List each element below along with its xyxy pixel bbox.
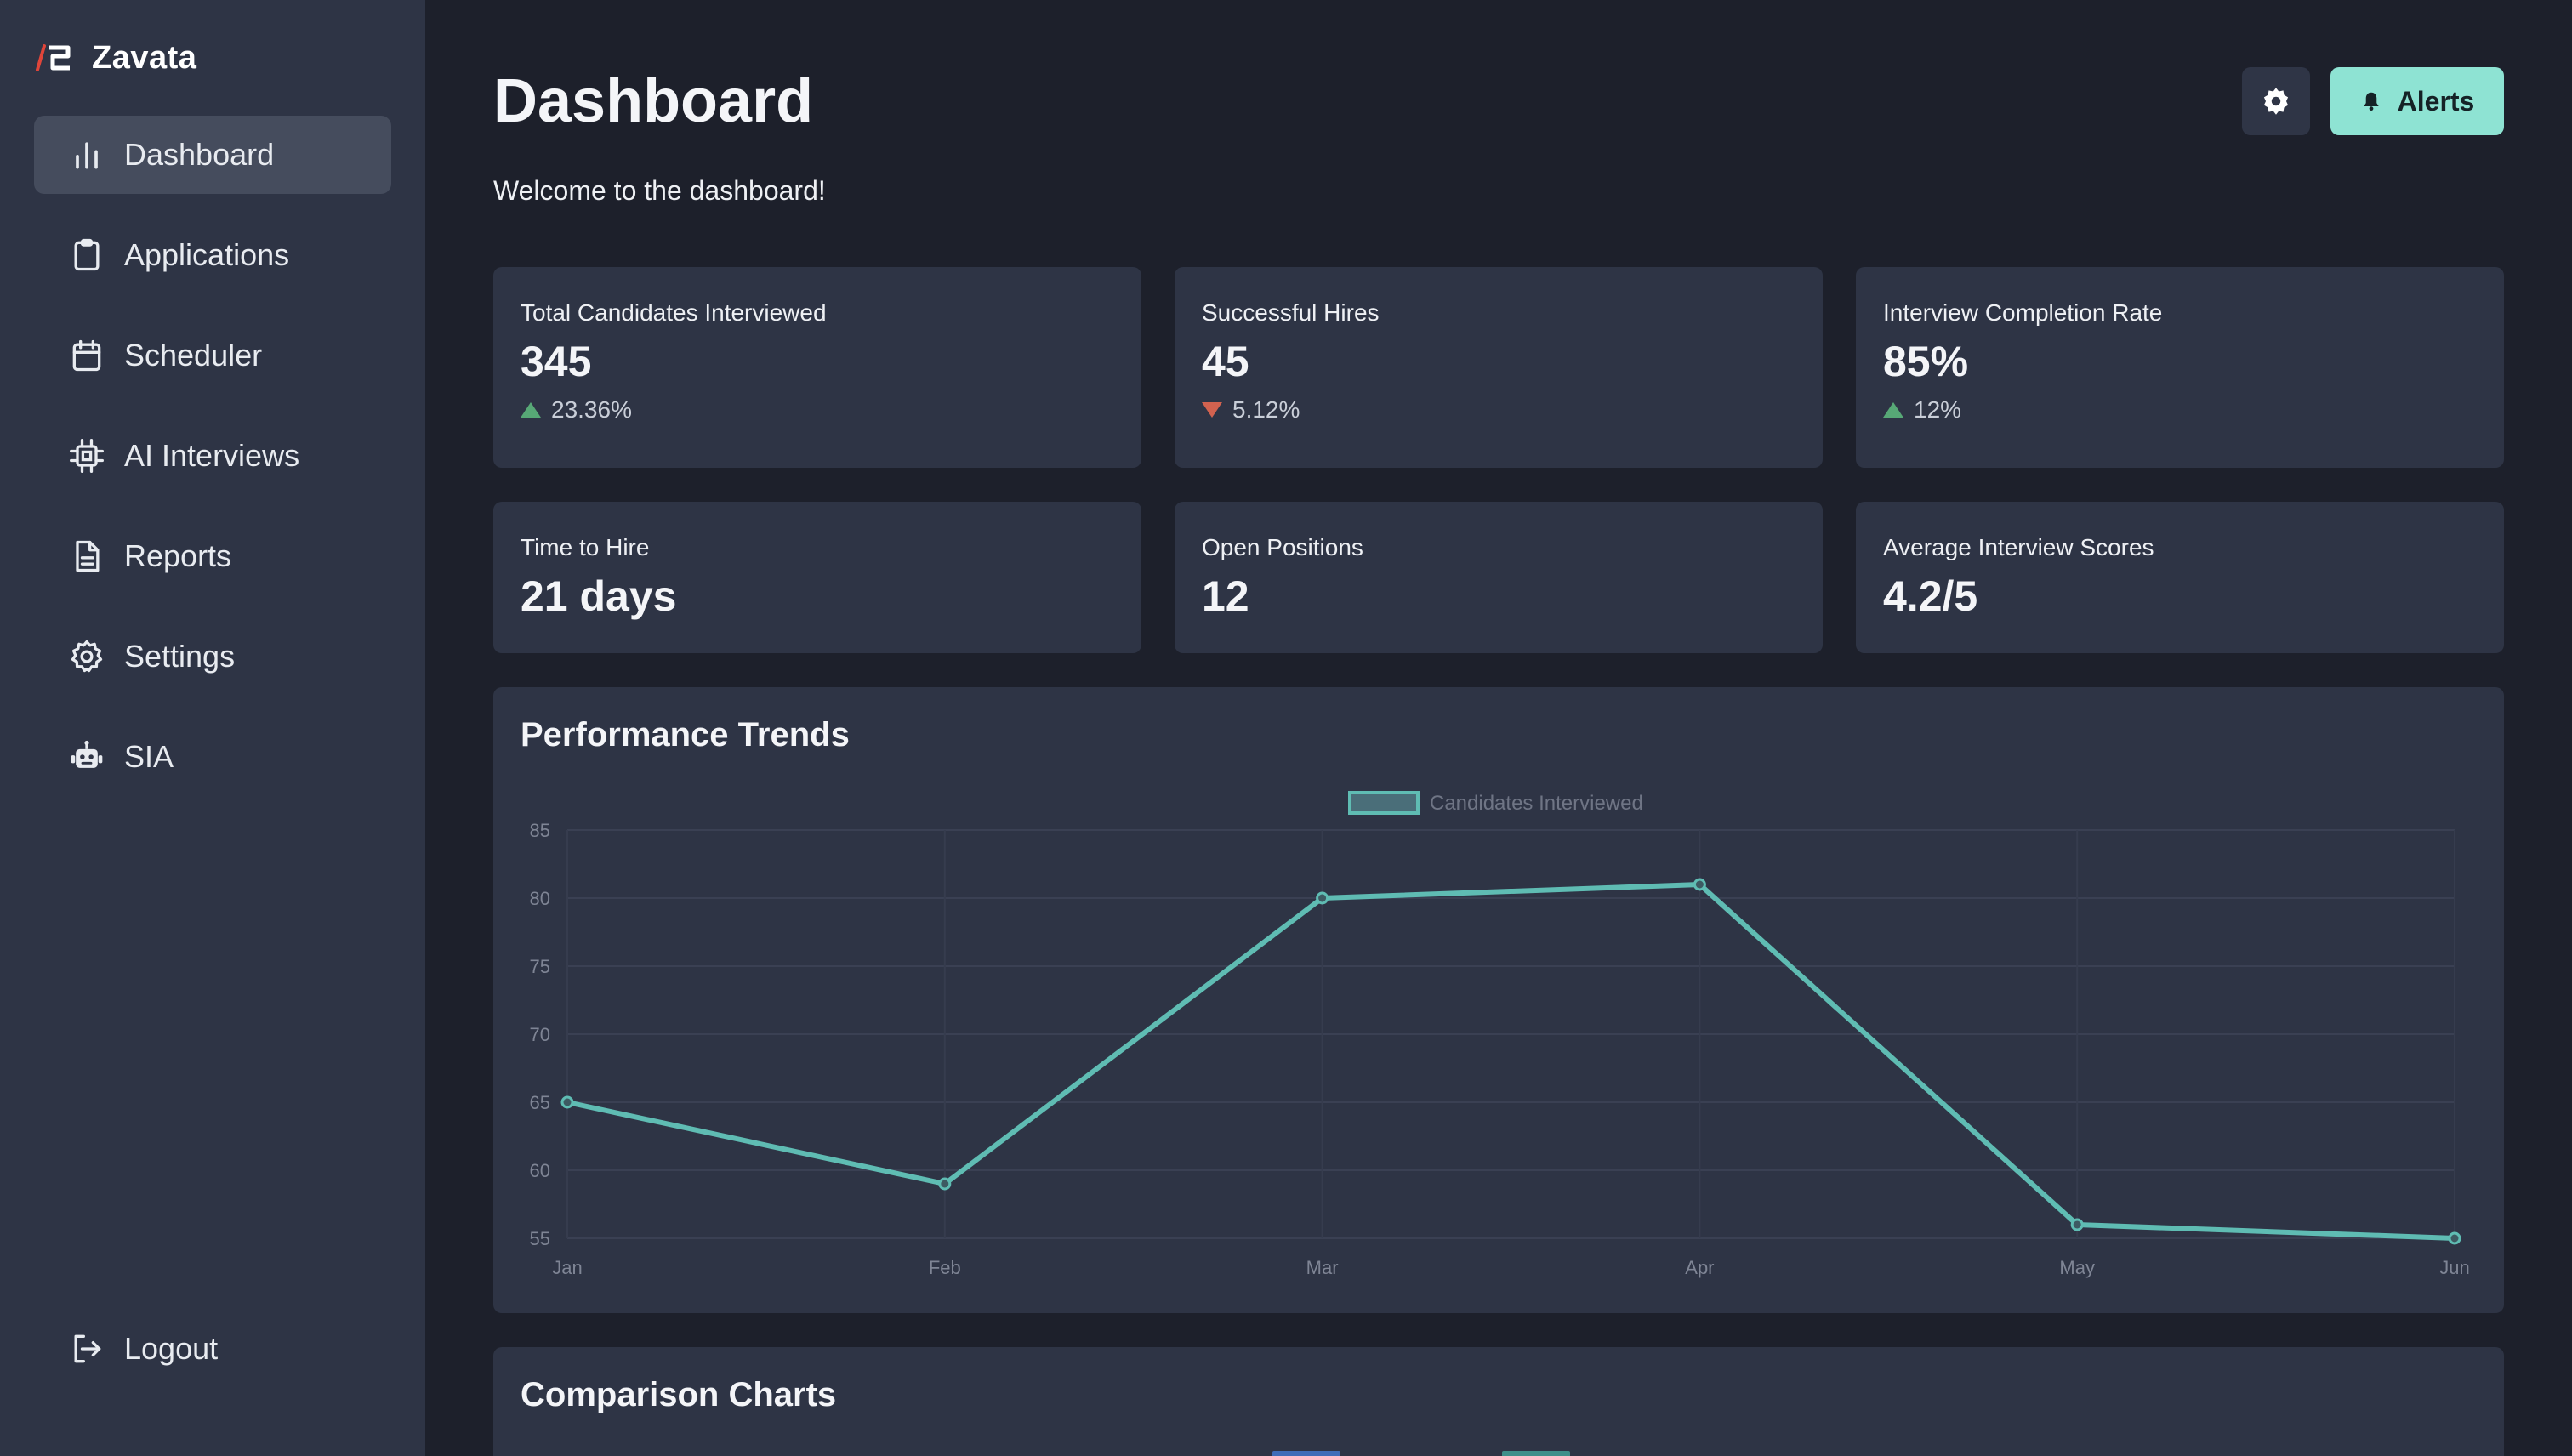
legend-label: Candidates Interviewed [1430,792,1643,815]
section-title: Performance Trends [521,716,850,754]
data-point [2070,1218,2084,1231]
cpu-icon [70,439,104,473]
sidebar-item-label: AI Interviews [124,438,300,473]
stat-change-value: 5.12% [1232,396,1300,423]
trend-down-icon [1202,402,1222,418]
sidebar-item-label: Reports [124,538,232,573]
stat-change: 12% [1883,396,1961,424]
x-tick-label: Jun [2439,1257,2469,1278]
sidebar-item-label: Dashboard [124,137,275,172]
sidebar-item-label: SIA [124,739,174,774]
clipboard-icon [74,238,100,271]
bar-chart-icon [76,142,98,169]
y-tick-label: 65 [530,1092,550,1113]
sidebar-item-reports[interactable]: Reports [34,517,391,595]
stat-value: 21 days [521,572,677,620]
stat-change: 23.36% [521,396,632,424]
stat-value: 85% [1883,338,1969,385]
alerts-button[interactable]: Alerts [2330,67,2504,135]
sidebar-item-ai-interviews[interactable]: AI Interviews [34,417,391,495]
stat-change-value: 23.36% [551,396,632,423]
stat-label: Successful Hires [1202,299,1380,326]
logo-mark-icon [36,44,71,71]
data-point [1693,878,1706,891]
y-tick-label: 80 [530,888,550,909]
stat-label: Total Candidates Interviewed [521,299,827,326]
sidebar-nav: Dashboard Applications Scheduler AI Inte… [34,116,391,818]
legend-swatch [1502,1451,1570,1456]
page-title: Dashboard [493,67,814,135]
sidebar-item-settings[interactable]: Settings [34,617,391,696]
robot-icon [71,740,103,768]
stat-value: 345 [521,338,592,385]
y-tick-label: 75 [530,956,550,977]
gear-icon [71,640,103,673]
sidebar-item-applications[interactable]: Applications [34,216,391,294]
stat-card-successful-hires: Successful Hires 45 5.12% [1175,267,1823,468]
x-tick-label: May [2059,1257,2095,1278]
gear-icon [2263,88,2289,115]
data-point [2448,1231,2461,1245]
stat-card-average-scores: Average Interview Scores 4.2/5 [1856,502,2504,653]
sidebar-item-dashboard[interactable]: Dashboard [34,116,391,194]
x-tick-label: Mar [1306,1257,1339,1278]
trend-up-icon [521,402,541,418]
sidebar-item-scheduler[interactable]: Scheduler [34,316,391,395]
app-name: Zavata [92,39,197,76]
calendar-icon [72,339,101,372]
alerts-label: Alerts [2397,85,2475,117]
stat-card-time-to-hire: Time to Hire 21 days [493,502,1141,653]
y-tick-label: 85 [530,820,550,841]
logout-button[interactable]: Logout [34,1310,391,1388]
sidebar: Zavata Dashboard Applications Scheduler [0,0,425,1456]
data-point [560,1095,574,1109]
app-logo[interactable]: Zavata [34,34,196,82]
y-tick-label: 60 [530,1160,550,1181]
performance-chart: 55 60 65 70 75 80 85 Jan Feb Mar Apr May Jun Candidat… [530,791,2470,1278]
bell-icon [2363,92,2379,111]
stat-card-completion-rate: Interview Completion Rate 85% 12% [1856,267,2504,468]
legend-swatch [1272,1451,1340,1456]
settings-button[interactable] [2242,67,2310,135]
stat-label: Interview Completion Rate [1883,299,2163,326]
sidebar-item-label: Applications [124,237,290,272]
stat-card-open-positions: Open Positions 12 [1175,502,1823,653]
stat-change-value: 12% [1914,396,1962,423]
sidebar-item-sia[interactable]: SIA [34,718,391,796]
stat-label: Time to Hire [521,534,650,560]
logout-icon [74,1334,101,1363]
logout-label: Logout [124,1331,219,1366]
y-tick-label: 55 [530,1228,550,1249]
document-icon [76,540,100,572]
stat-change: 5.12% [1202,396,1300,424]
legend-swatch [1348,791,1420,815]
stat-card-total-candidates: Total Candidates Interviewed 345 23.36% [493,267,1141,468]
comparison-charts-card: Comparison Charts [493,1347,2504,1456]
stat-label: Average Interview Scores [1883,534,2154,560]
stat-value: 12 [1202,572,1249,620]
data-point [1316,891,1329,905]
data-point [938,1177,952,1191]
x-tick-label: Feb [929,1257,961,1278]
section-title: Comparison Charts [521,1376,837,1413]
stat-value: 45 [1202,338,1249,385]
sidebar-item-label: Settings [124,639,236,674]
stat-value: 4.2/5 [1883,572,1978,620]
x-tick-label: Jan [552,1257,582,1278]
x-tick-label: Apr [1685,1257,1714,1278]
y-tick-label: 70 [530,1024,550,1045]
sidebar-item-label: Scheduler [124,338,263,373]
trend-up-icon [1883,402,1903,418]
stat-label: Open Positions [1202,534,1363,560]
series-line [565,882,2457,1241]
performance-trends-card: Performance Trends 55 60 65 70 75 80 85 Jan Feb M… [493,687,2504,1313]
welcome-message: Welcome to the dashboard! [493,175,826,206]
